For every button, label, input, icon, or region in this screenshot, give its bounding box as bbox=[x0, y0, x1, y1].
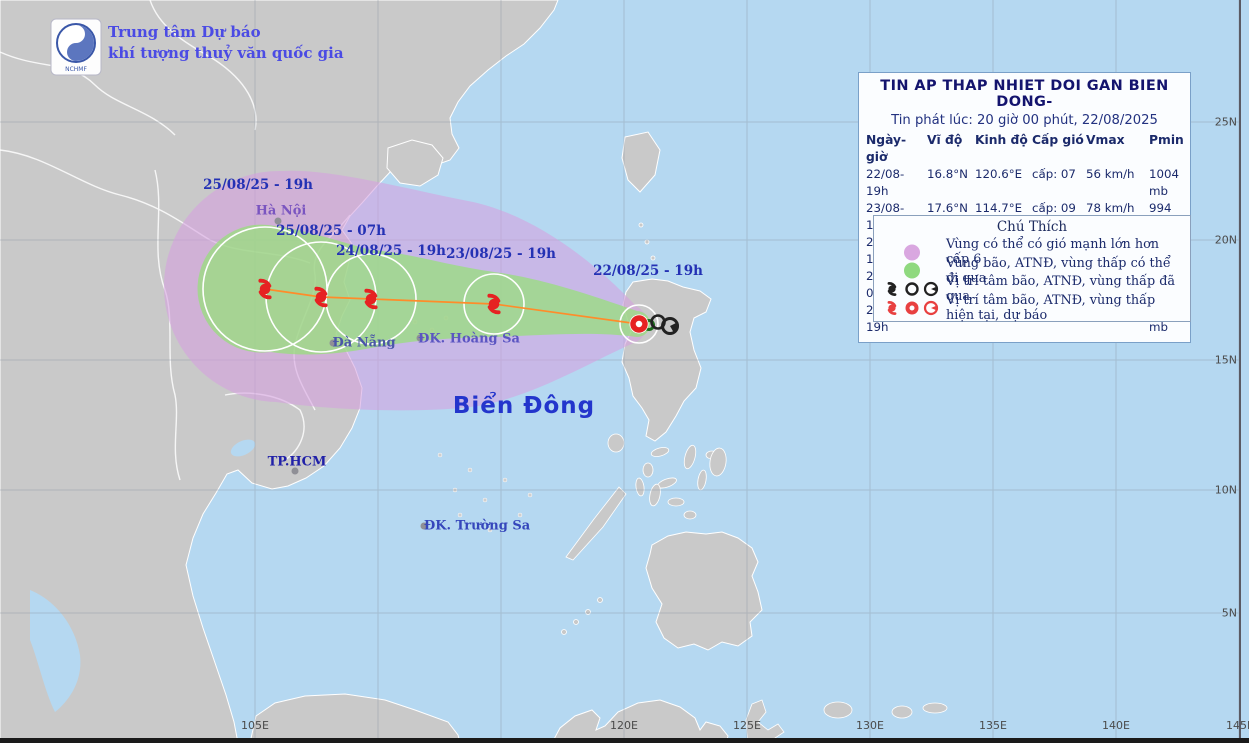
land-mindanao bbox=[645, 531, 763, 651]
city-label-danang: Đà Nẵng bbox=[332, 335, 396, 351]
track-label-25-19h: 25/08/25 - 19h bbox=[203, 177, 313, 193]
city-label-hanoi: Hà Nội bbox=[255, 203, 307, 219]
col-vmax: Vmax bbox=[1086, 133, 1125, 147]
col-date: Ngày-giờ bbox=[866, 133, 907, 164]
lat-tick-5n: 5N bbox=[1221, 606, 1237, 620]
table-header-row: Ngày-giờ Vĩ độ Kinh độ Cấp gió Vmax Pmin bbox=[866, 132, 1184, 166]
nchmf-logo: NCHMF bbox=[50, 18, 104, 82]
past-position-icons bbox=[878, 280, 946, 298]
truongsa-dot bbox=[420, 522, 428, 530]
legend-label: Vị trí tâm bão, ATNĐ, vùng thấp hiện tại… bbox=[946, 292, 1156, 323]
sea-inlet bbox=[30, 590, 81, 712]
org-line1: Trung tâm Dự báo bbox=[108, 23, 261, 41]
cell-wind: cấp: 07 bbox=[1032, 167, 1076, 181]
lon-tick-105e: 105E bbox=[241, 719, 269, 732]
lat-tick-25n: 25N bbox=[1214, 115, 1237, 129]
lon-tick-140e: 140E bbox=[1102, 719, 1130, 732]
tphcm-dot bbox=[291, 467, 299, 475]
city-label-tphcm: TP.HCM bbox=[267, 454, 327, 470]
cell-pmin: 1004 mb bbox=[1149, 167, 1180, 198]
cell-lon: 120.6°E bbox=[975, 167, 1023, 181]
lon-tick-145e: 145E bbox=[1226, 719, 1249, 732]
path-area-icon bbox=[878, 262, 946, 279]
current-position-marker bbox=[629, 314, 649, 334]
current-forecast-icons bbox=[878, 299, 946, 317]
sea-name-label: Biển Đông bbox=[452, 393, 596, 419]
lon-tick-125e: 125E bbox=[733, 719, 761, 732]
legend-item: Vùng có thể có gió mạnh lớn hơn cấp 6 bbox=[878, 237, 1186, 267]
map-frame-bottom bbox=[0, 738, 1249, 743]
cell-date: 22/08-19h bbox=[866, 167, 905, 198]
bulletin-issued-time: Tin phát lúc: 20 giờ 00 phút, 22/08/2025 bbox=[891, 113, 1158, 128]
table-row: 22/08-19h 16.8°N 120.6°E cấp: 07 56 km/h… bbox=[866, 166, 1183, 200]
cell-vmax: 56 km/h bbox=[1086, 167, 1135, 181]
cell-vmax: 78 km/h bbox=[1086, 201, 1135, 215]
map-frame-right bbox=[1239, 0, 1241, 743]
hanoi-dot bbox=[274, 217, 282, 225]
lake-tonle-sap bbox=[230, 439, 256, 457]
legend-item: Vùng bão, ATNĐ, vùng thấp có thể đi qua bbox=[878, 256, 1186, 286]
wind-area-icon bbox=[878, 244, 946, 261]
land-sumatra-edge bbox=[249, 693, 461, 743]
track-label-24-19h: 24/08/25 - 19h bbox=[336, 243, 446, 259]
col-pmin: Pmin bbox=[1149, 133, 1184, 147]
legend-item: Vị trí tâm bão, ATNĐ, vùng thấp đã qua bbox=[878, 274, 1186, 304]
cell-lon: 114.7°E bbox=[975, 201, 1023, 215]
lat-tick-20n: 20N bbox=[1214, 233, 1237, 247]
legend-item: Vị trí tâm bão, ATNĐ, vùng thấp hiện tại… bbox=[878, 293, 1186, 323]
danang-dot bbox=[329, 339, 337, 347]
lon-tick-130e: 130E bbox=[856, 719, 884, 732]
land-palawan bbox=[565, 486, 627, 561]
col-lon: Kinh độ bbox=[975, 133, 1028, 147]
org-line2: khí tượng thuỷ văn quốc gia bbox=[108, 44, 344, 62]
lat-tick-10n: 10N bbox=[1214, 483, 1237, 497]
city-label-truongsa: ĐK. Trường Sa bbox=[423, 518, 531, 534]
col-lat: Vĩ độ bbox=[927, 133, 963, 147]
lat-tick-15n: 15N bbox=[1214, 353, 1237, 367]
track-label-22-19h: 22/08/25 - 19h bbox=[593, 263, 703, 279]
land-taiwan bbox=[621, 131, 661, 193]
land-moluccas bbox=[823, 701, 948, 719]
track-label-23-19h: 23/08/25 - 19h bbox=[446, 246, 556, 262]
hoangsa-dot bbox=[416, 334, 424, 342]
cell-lat: 17.6°N bbox=[927, 201, 968, 215]
org-name: Trung tâm Dự báo khí tượng thuỷ văn quốc… bbox=[108, 22, 344, 64]
col-wind: Cấp gió bbox=[1032, 133, 1084, 147]
cell-wind: cấp: 09 bbox=[1032, 201, 1076, 215]
lon-tick-135e: 135E bbox=[979, 719, 1007, 732]
bulletin-title: TIN AP THAP NHIET DOI GAN BIEN DONG- bbox=[880, 78, 1169, 110]
land-visayas bbox=[561, 222, 727, 635]
logo-text-svg: NCHMF bbox=[65, 66, 87, 73]
lon-tick-120e: 120E bbox=[610, 719, 638, 732]
land-hainan bbox=[386, 139, 444, 187]
cone-possible-track-area bbox=[197, 224, 650, 355]
legend-label: Vị trí tâm bão, ATNĐ, vùng thấp đã qua bbox=[946, 274, 1176, 304]
cell-lat: 16.8°N bbox=[927, 167, 968, 181]
city-label-hoangsa: ĐK. Hoàng Sa bbox=[418, 331, 520, 347]
track-label-25-07h: 25/08/25 - 07h bbox=[276, 223, 386, 239]
land-borneo bbox=[551, 699, 729, 743]
legend-label: Vùng bão, ATNĐ, vùng thấp có thể đi qua bbox=[946, 255, 1171, 286]
legend-label: Vùng có thể có gió mạnh lớn hơn cấp 6 bbox=[946, 237, 1160, 267]
legend-box: Chú Thích Vùng có thể có gió mạnh lớn hơ… bbox=[873, 215, 1191, 323]
legend-title: Chú Thích bbox=[996, 219, 1068, 235]
